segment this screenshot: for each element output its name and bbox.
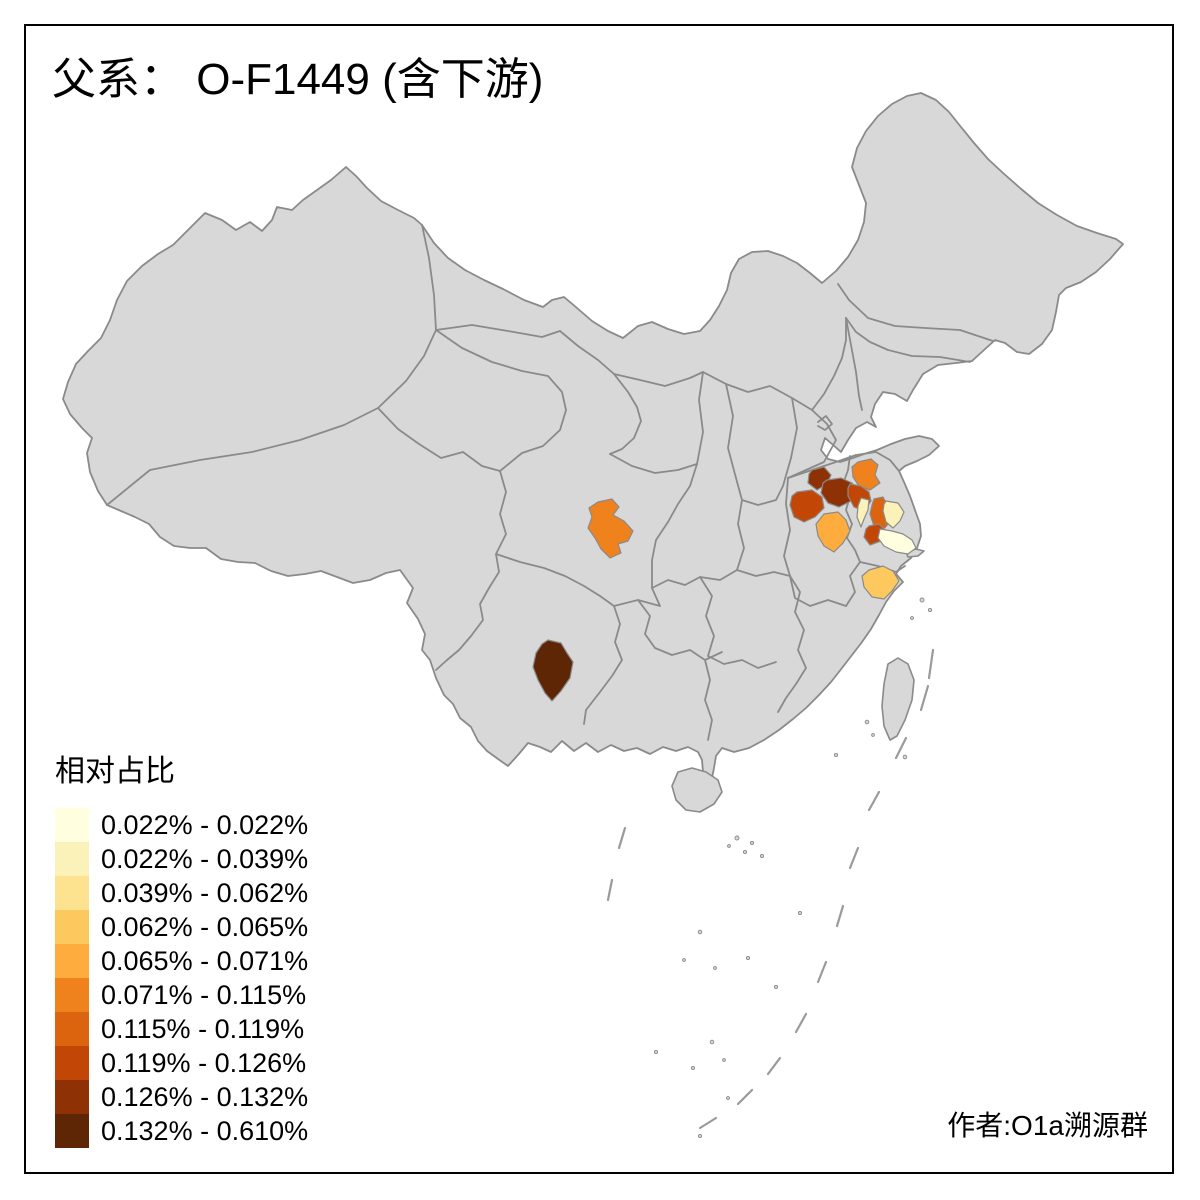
legend-swatch [55,1046,89,1080]
legend-swatch [55,944,89,978]
legend-swatch [55,978,89,1012]
sea-islands [653,597,933,1139]
legend-swatch [55,1114,89,1148]
legend-row: 0.022% - 0.039% [55,842,308,876]
legend-rows: 0.022% - 0.022% 0.022% - 0.039% 0.039% - 0… [55,808,308,1148]
legend-label: 0.115% - 0.119% [101,1014,305,1044]
region-east-jiangsu-pale [882,500,905,529]
map-title: 父系： O-F1449 (含下游) [52,55,544,104]
legend-label: 0.132% - 0.610% [101,1116,309,1146]
legend-label: 0.022% - 0.039% [101,844,309,874]
region-north-zhejiang-patch [861,565,900,600]
china-mainland-outline [62,92,1124,783]
legend-row: 0.115% - 0.119% [55,1012,308,1046]
attribution: 作者:O1a溯源群 [947,1110,1148,1141]
region-central-anhui-south [815,511,851,553]
legend-label: 0.022% - 0.022% [101,810,309,840]
legend-row: 0.071% - 0.115% [55,978,308,1012]
highlighted-regions [532,458,917,702]
legend-label: 0.071% - 0.115% [101,980,307,1010]
legend-row: 0.119% - 0.126% [55,1046,308,1080]
legend-title: 相对占比 [55,755,175,788]
legend: 相对占比 0.022% - 0.022% 0.022% - 0.039% 0.039… [55,746,308,1148]
legend-swatch [55,910,89,944]
legend-row: 0.126% - 0.132% [55,1080,308,1114]
legend-label: 0.039% - 0.062% [101,878,309,908]
region-north-jiangsu-orange [851,458,881,491]
region-central-anhui-west [789,489,825,523]
hainan-island [671,767,723,813]
legend-swatch [55,1012,89,1046]
legend-swatch [55,1080,89,1114]
region-mid-jiangsu-pale-left [856,497,870,528]
legend-row: 0.039% - 0.062% [55,876,308,910]
region-sichuan-basin [587,498,634,559]
legend-row: 0.022% - 0.022% [55,808,308,842]
nine-dash-line [606,648,935,1130]
legend-label: 0.062% - 0.065% [101,912,309,942]
region-central-yunnan [532,639,574,702]
region-coastal-jiangsu-cream [877,528,917,555]
taiwan-island [881,657,915,741]
legend-swatch [55,876,89,910]
legend-label: 0.119% - 0.126% [101,1048,307,1078]
legend-row: 0.062% - 0.065% [55,910,308,944]
legend-row: 0.132% - 0.610% [55,1114,308,1148]
legend-label: 0.126% - 0.132% [101,1082,309,1112]
legend-swatch [55,842,89,876]
legend-row: 0.065% - 0.071% [55,944,308,978]
legend-label: 0.065% - 0.071% [101,946,309,976]
legend-swatch [55,808,89,842]
